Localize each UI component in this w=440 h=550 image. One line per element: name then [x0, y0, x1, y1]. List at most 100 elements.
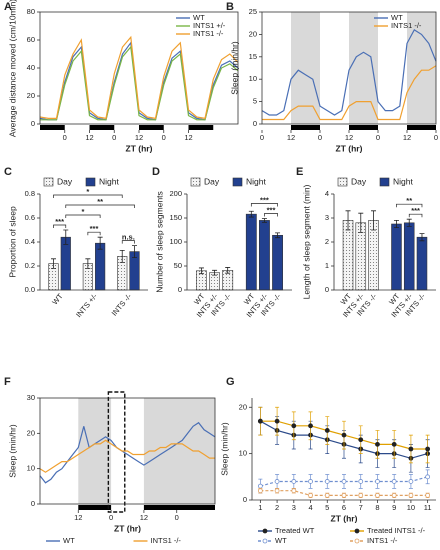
y-tick-label: 0	[253, 119, 257, 128]
legend-swatch	[337, 177, 348, 187]
legend-swatch	[379, 177, 390, 187]
night-bar	[407, 125, 436, 130]
error-bar	[51, 258, 56, 269]
error-bar	[345, 210, 351, 231]
y-tick-label: 20	[27, 428, 35, 437]
y-tick-label: 0	[243, 495, 247, 504]
series-line	[261, 29, 437, 116]
point	[425, 492, 431, 498]
significance-bracket	[65, 204, 135, 208]
legend-label: Treated WT	[275, 526, 315, 535]
x-axis-label: ZT (hr)	[114, 523, 141, 533]
error-bar	[419, 233, 425, 242]
significance-bracket	[121, 240, 135, 244]
panel-letter: D	[152, 166, 160, 178]
point	[291, 488, 297, 494]
legend-label: WT	[391, 13, 403, 22]
x-tick-label: 0	[434, 133, 438, 142]
legend-marker	[354, 538, 360, 544]
y-tick-label: 50	[174, 261, 182, 270]
point	[274, 488, 280, 494]
x-tick-label: INTS -/-	[110, 291, 134, 317]
x-tick-label: 0	[260, 133, 264, 142]
x-tick-label: 12	[74, 513, 82, 522]
panel-letter: E	[296, 166, 303, 178]
point	[425, 474, 431, 480]
point	[308, 479, 313, 484]
x-tick-label: 0	[318, 133, 322, 142]
y-tick-label: 1	[325, 261, 329, 270]
legend-label: INTS1 -/-	[391, 21, 422, 30]
y-tick-label: 5	[253, 97, 257, 106]
series-line	[39, 35, 239, 120]
y-tick-label: 60	[27, 35, 35, 44]
y-tick-label: 0.6	[25, 213, 35, 222]
error-bar	[248, 210, 254, 218]
point	[274, 479, 280, 484]
point	[408, 479, 414, 484]
x-tick-label: 1	[258, 503, 262, 512]
bar	[272, 234, 283, 291]
y-tick-label: 200	[169, 189, 182, 198]
y-tick-label: 3	[325, 213, 329, 222]
significance-label: ***	[90, 224, 99, 233]
y-tick-label: 25	[249, 7, 257, 16]
legend-label: Night	[99, 176, 119, 186]
y-tick-label: 80	[27, 7, 35, 16]
significance-bracket	[396, 203, 423, 208]
y-tick-label: 10	[249, 74, 257, 83]
y-tick-label: 0.0	[25, 285, 35, 294]
y-tick-label: 0	[178, 285, 182, 294]
axes	[251, 398, 436, 501]
significance-bracket	[65, 214, 101, 218]
night-bar	[291, 125, 320, 130]
series-line	[39, 439, 215, 473]
x-tick-label: 9	[392, 503, 396, 512]
y-axis-label: Sleep (min/hr)	[7, 424, 17, 478]
error-bar	[406, 218, 412, 227]
bar	[245, 213, 257, 291]
night-bar	[40, 125, 65, 130]
y-tick-label: 20	[239, 402, 247, 411]
legend-label: WT	[193, 13, 205, 22]
y-tick-label: 4	[325, 189, 329, 198]
error-bar	[97, 236, 103, 250]
bar	[60, 236, 71, 291]
x-tick-label: 12	[403, 133, 411, 142]
y-tick-label: 40	[27, 63, 35, 72]
point	[408, 446, 414, 452]
x-tick-label: 12	[85, 133, 93, 142]
point	[375, 441, 380, 447]
significance-label: ***	[55, 217, 64, 226]
x-tick-label: 0	[376, 133, 380, 142]
night-bar	[188, 125, 214, 130]
night-bar	[89, 125, 115, 130]
x-tick-label: 0	[112, 133, 116, 142]
series-line	[262, 65, 437, 121]
legend-marker	[262, 528, 268, 534]
x-tick-label: 0	[63, 133, 67, 142]
legend-label: Treated INTS1 -/-	[367, 526, 426, 535]
bar	[391, 223, 402, 291]
y-tick-label: 15	[249, 52, 257, 61]
x-axis-label: ZT (hr)	[331, 513, 358, 523]
y-tick-label: 150	[169, 213, 182, 222]
x-tick-label: 12	[287, 133, 295, 142]
y-tick-label: 20	[27, 91, 35, 100]
point	[358, 492, 364, 498]
bar	[95, 242, 106, 291]
point	[324, 428, 330, 433]
legend-label: INTS1 -/-	[151, 536, 182, 545]
night-bar	[139, 125, 164, 130]
significance-label: **	[97, 197, 103, 206]
error-bar	[85, 258, 91, 269]
error-bar	[261, 218, 267, 223]
point	[308, 492, 313, 498]
point	[375, 492, 380, 498]
y-tick-label: 0	[31, 119, 35, 128]
x-tick-label: 12	[135, 133, 143, 142]
error-bar	[63, 229, 69, 245]
night-bar	[349, 125, 378, 130]
point	[291, 423, 297, 429]
error-bar	[393, 220, 399, 228]
